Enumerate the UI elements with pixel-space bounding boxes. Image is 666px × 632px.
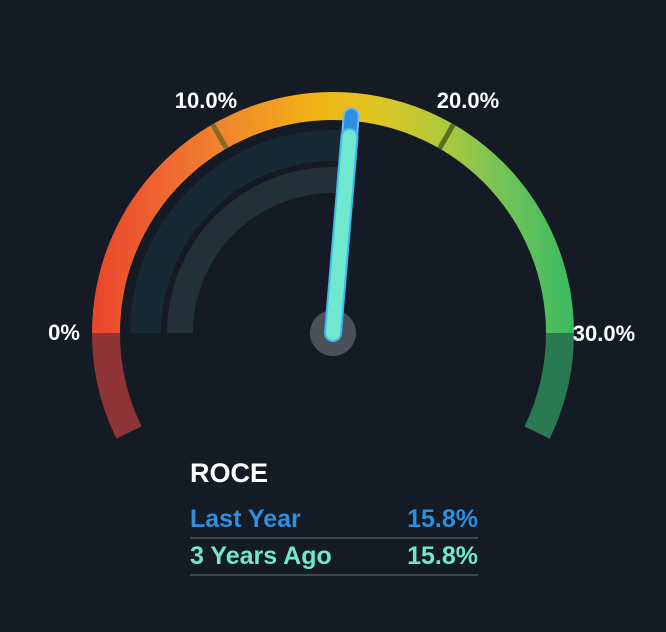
legend-row-value-0: 15.8% [407, 505, 478, 533]
needle-three-years-core [326, 129, 357, 340]
gauge-needles [324, 107, 360, 342]
legend-rows: Last Year 15.8% 3 Years Ago 15.8% [190, 505, 478, 570]
gauge-overflow-high-arc [524, 333, 574, 439]
needle-three-years [324, 127, 359, 342]
gauge-tick-10 [210, 123, 229, 150]
gauge-overflow-low-arc [92, 333, 142, 439]
gauge-axis-label-30: 30.0% [573, 321, 635, 346]
legend-row-name-1: 3 Years Ago [190, 542, 332, 570]
legend-title: ROCE [190, 458, 268, 488]
gauge-tick-marks [210, 123, 456, 150]
legend-row-name-0: Last Year [190, 505, 301, 533]
legend-row-value-1: 15.8% [407, 542, 478, 570]
legend-separators [190, 537, 478, 576]
gauge-tick-20 [437, 123, 456, 150]
gauge-axis-labels: 0% 10.0% 20.0% 30.0% [48, 88, 635, 346]
gauge-axis-label-10: 10.0% [175, 88, 237, 113]
gauge-axis-label-0: 0% [48, 320, 80, 345]
gauge-inner-shadow-band-outer [130, 130, 350, 333]
gauge-axis-label-20: 20.0% [437, 88, 499, 113]
gauge-inner-shadow-band-inner [167, 167, 347, 333]
